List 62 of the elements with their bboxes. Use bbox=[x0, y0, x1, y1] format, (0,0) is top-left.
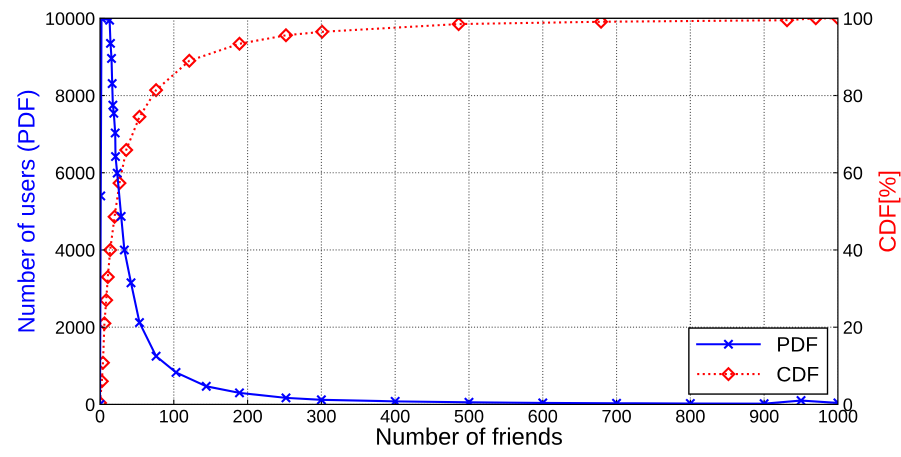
point bbox=[232, 36, 246, 51]
point bbox=[234, 388, 245, 398]
point bbox=[149, 83, 164, 98]
point bbox=[796, 395, 806, 404]
point bbox=[316, 394, 327, 404]
point bbox=[106, 78, 118, 89]
point bbox=[126, 278, 136, 288]
point bbox=[103, 243, 118, 257]
y-tick-label: 10000 bbox=[46, 12, 94, 25]
y2-tick-label: 20 bbox=[844, 321, 862, 334]
x-tick-label: 900 bbox=[750, 410, 778, 423]
x-tick-label: 500 bbox=[454, 410, 484, 423]
y2-tick-label: 80 bbox=[844, 89, 862, 102]
x-tick-label: 300 bbox=[307, 410, 336, 423]
legend-label: PDF bbox=[778, 337, 818, 352]
x-tick-label: 700 bbox=[602, 410, 631, 423]
point bbox=[116, 211, 126, 222]
x-tick-label: 0 bbox=[96, 410, 104, 423]
x-tick-label: 400 bbox=[380, 410, 410, 423]
point bbox=[112, 176, 126, 190]
point bbox=[108, 210, 122, 224]
point bbox=[108, 108, 120, 118]
x-axis-title: Number of friends bbox=[377, 428, 562, 445]
y2-tick-label: 100 bbox=[844, 12, 872, 25]
point bbox=[182, 54, 196, 68]
y-tick-label: 0 bbox=[86, 398, 94, 412]
point bbox=[280, 392, 292, 404]
y2-axis-title: CDF[%] bbox=[878, 172, 900, 252]
legend-label: CDF bbox=[777, 366, 818, 382]
point bbox=[150, 350, 162, 362]
point bbox=[132, 110, 146, 124]
x-tick-label: 1000 bbox=[819, 410, 858, 423]
x-tick-label: 600 bbox=[528, 410, 558, 423]
y-tick-label: 6000 bbox=[56, 166, 94, 180]
point bbox=[201, 381, 212, 392]
x-tick-label: 200 bbox=[233, 410, 262, 423]
y2-tick-label: 0 bbox=[843, 398, 852, 412]
y2-tick-label: 60 bbox=[844, 166, 862, 180]
point bbox=[390, 396, 400, 404]
point bbox=[119, 244, 130, 256]
point bbox=[112, 168, 122, 178]
point bbox=[315, 24, 330, 39]
point bbox=[452, 18, 466, 32]
y2-tick-label: 40 bbox=[843, 244, 862, 257]
y-tick-label: 4000 bbox=[55, 244, 94, 257]
y-tick-label: 8000 bbox=[56, 89, 94, 102]
x-tick-label: 800 bbox=[676, 410, 705, 423]
x-tick-label: 100 bbox=[160, 410, 188, 423]
point bbox=[134, 317, 145, 328]
y-tick-label: 2000 bbox=[56, 321, 94, 334]
y-axis-title: Number of users (PDF) bbox=[17, 90, 40, 332]
point bbox=[100, 270, 115, 284]
point bbox=[119, 143, 134, 157]
point bbox=[170, 367, 182, 378]
point bbox=[100, 293, 114, 308]
point bbox=[110, 151, 121, 162]
line-series bbox=[100, 18, 838, 404]
point bbox=[106, 53, 117, 64]
point bbox=[105, 38, 116, 49]
point bbox=[108, 100, 118, 110]
point bbox=[110, 128, 120, 138]
point bbox=[279, 28, 293, 42]
